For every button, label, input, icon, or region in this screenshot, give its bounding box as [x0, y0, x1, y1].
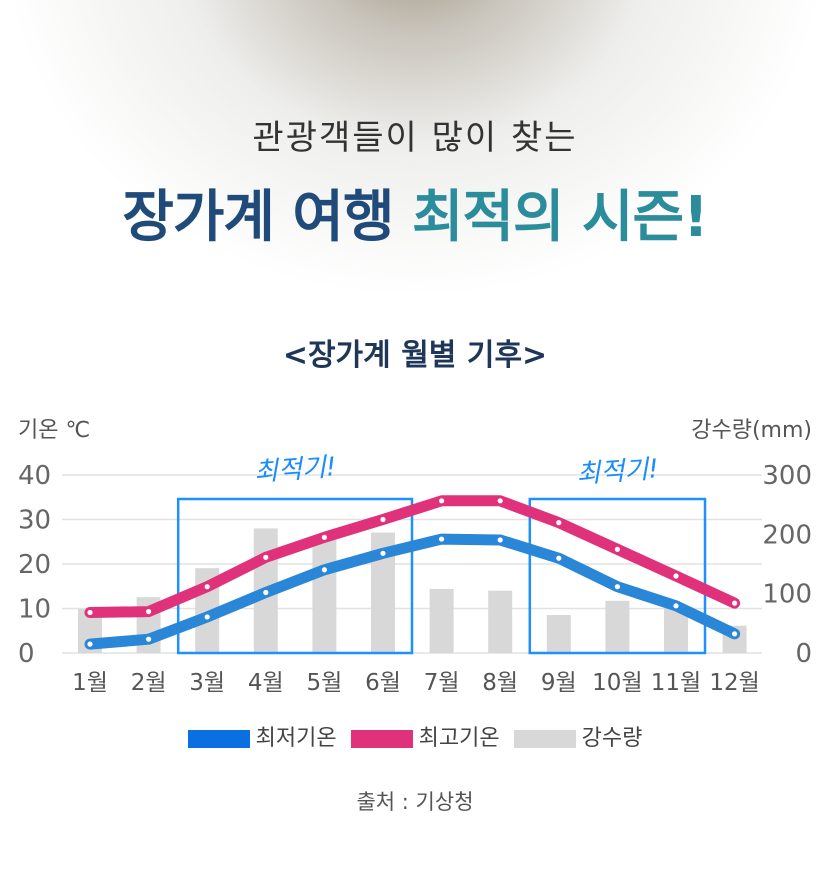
y-axis-right-label: 강수량(mm)	[691, 418, 812, 443]
data-point	[673, 573, 679, 579]
x-tick: 5월	[307, 670, 343, 696]
data-point	[380, 550, 386, 556]
precip-bar	[312, 539, 337, 653]
legend-label: 최고기온	[418, 726, 500, 751]
data-point	[380, 516, 386, 523]
data-point	[614, 546, 621, 552]
data-point	[497, 498, 503, 504]
x-tick: 2월	[131, 670, 167, 696]
chart-title: <장가계 월별 기후>	[282, 338, 548, 373]
y-tick-left: 0	[18, 639, 35, 669]
y-tick-left: 40	[18, 461, 51, 491]
min-temp-line	[84, 533, 741, 650]
x-tick: 9월	[541, 670, 577, 696]
x-tick: 11월	[651, 670, 701, 696]
title-part1: 장가계 여행	[122, 185, 394, 250]
y-tick-left: 30	[18, 506, 51, 536]
x-tick: 1월	[72, 670, 108, 696]
legend-label: 최저기온	[255, 726, 337, 751]
data-point	[321, 567, 327, 573]
source: 출처 : 기상청	[356, 790, 474, 814]
max-temp-line	[84, 495, 741, 619]
y-tick-right: 200	[762, 520, 812, 550]
y-tick-right: 100	[762, 580, 812, 610]
data-point	[732, 631, 738, 637]
legend-precip: 강수량	[513, 720, 643, 752]
main-title: 장가계 여행 최적의 시즌!	[0, 172, 830, 253]
x-tick: 6월	[365, 670, 401, 696]
data-point	[87, 641, 93, 647]
legend: 최저기온 최고기온 강수량	[0, 720, 830, 752]
x-tick: 12월	[709, 670, 759, 696]
y-tick-left: 10	[18, 595, 51, 625]
optimal-season-label: 최적기!	[576, 454, 660, 490]
legend-min: 최저기온	[187, 720, 337, 752]
data-point	[263, 554, 269, 560]
data-point	[497, 537, 503, 543]
precip-bar	[605, 600, 630, 653]
data-point	[556, 520, 562, 526]
x-tick: 4월	[248, 670, 284, 696]
data-point	[439, 536, 445, 542]
precip-bar	[429, 588, 454, 653]
data-point	[321, 534, 327, 540]
legend-max: 최고기온	[350, 720, 500, 752]
subtitle: 관광객들이 많이 찾는	[252, 118, 578, 158]
data-point	[673, 603, 679, 609]
x-tick: 7월	[424, 670, 460, 696]
optimal-season-box	[528, 497, 707, 655]
y-tick-right: 300	[762, 461, 812, 491]
optimal-season-label: 최적기!	[253, 452, 337, 488]
data-point	[556, 555, 562, 561]
y-axis-left-label: 기온 ℃	[18, 418, 90, 443]
optimal-season-box	[176, 497, 414, 655]
y-tick-right: 0	[795, 639, 812, 669]
x-tick: 10월	[592, 670, 642, 696]
data-point	[614, 584, 621, 590]
data-point	[204, 614, 210, 620]
precip-bar	[546, 615, 571, 653]
data-point	[732, 600, 738, 606]
x-tick: 3월	[189, 670, 225, 696]
x-tick: 8월	[482, 670, 518, 696]
title-part2: 최적의 시즌!	[411, 185, 709, 250]
precip-bar	[488, 590, 513, 653]
mountain-cloud-background	[0, 0, 830, 300]
data-point	[87, 609, 93, 616]
precip-bar	[664, 608, 688, 653]
y-tick-left: 20	[18, 550, 51, 580]
data-point	[439, 498, 445, 504]
data-point	[204, 584, 210, 590]
data-point	[263, 589, 269, 596]
legend-label: 강수량	[581, 726, 643, 751]
data-point	[146, 609, 152, 615]
data-point	[146, 636, 152, 642]
